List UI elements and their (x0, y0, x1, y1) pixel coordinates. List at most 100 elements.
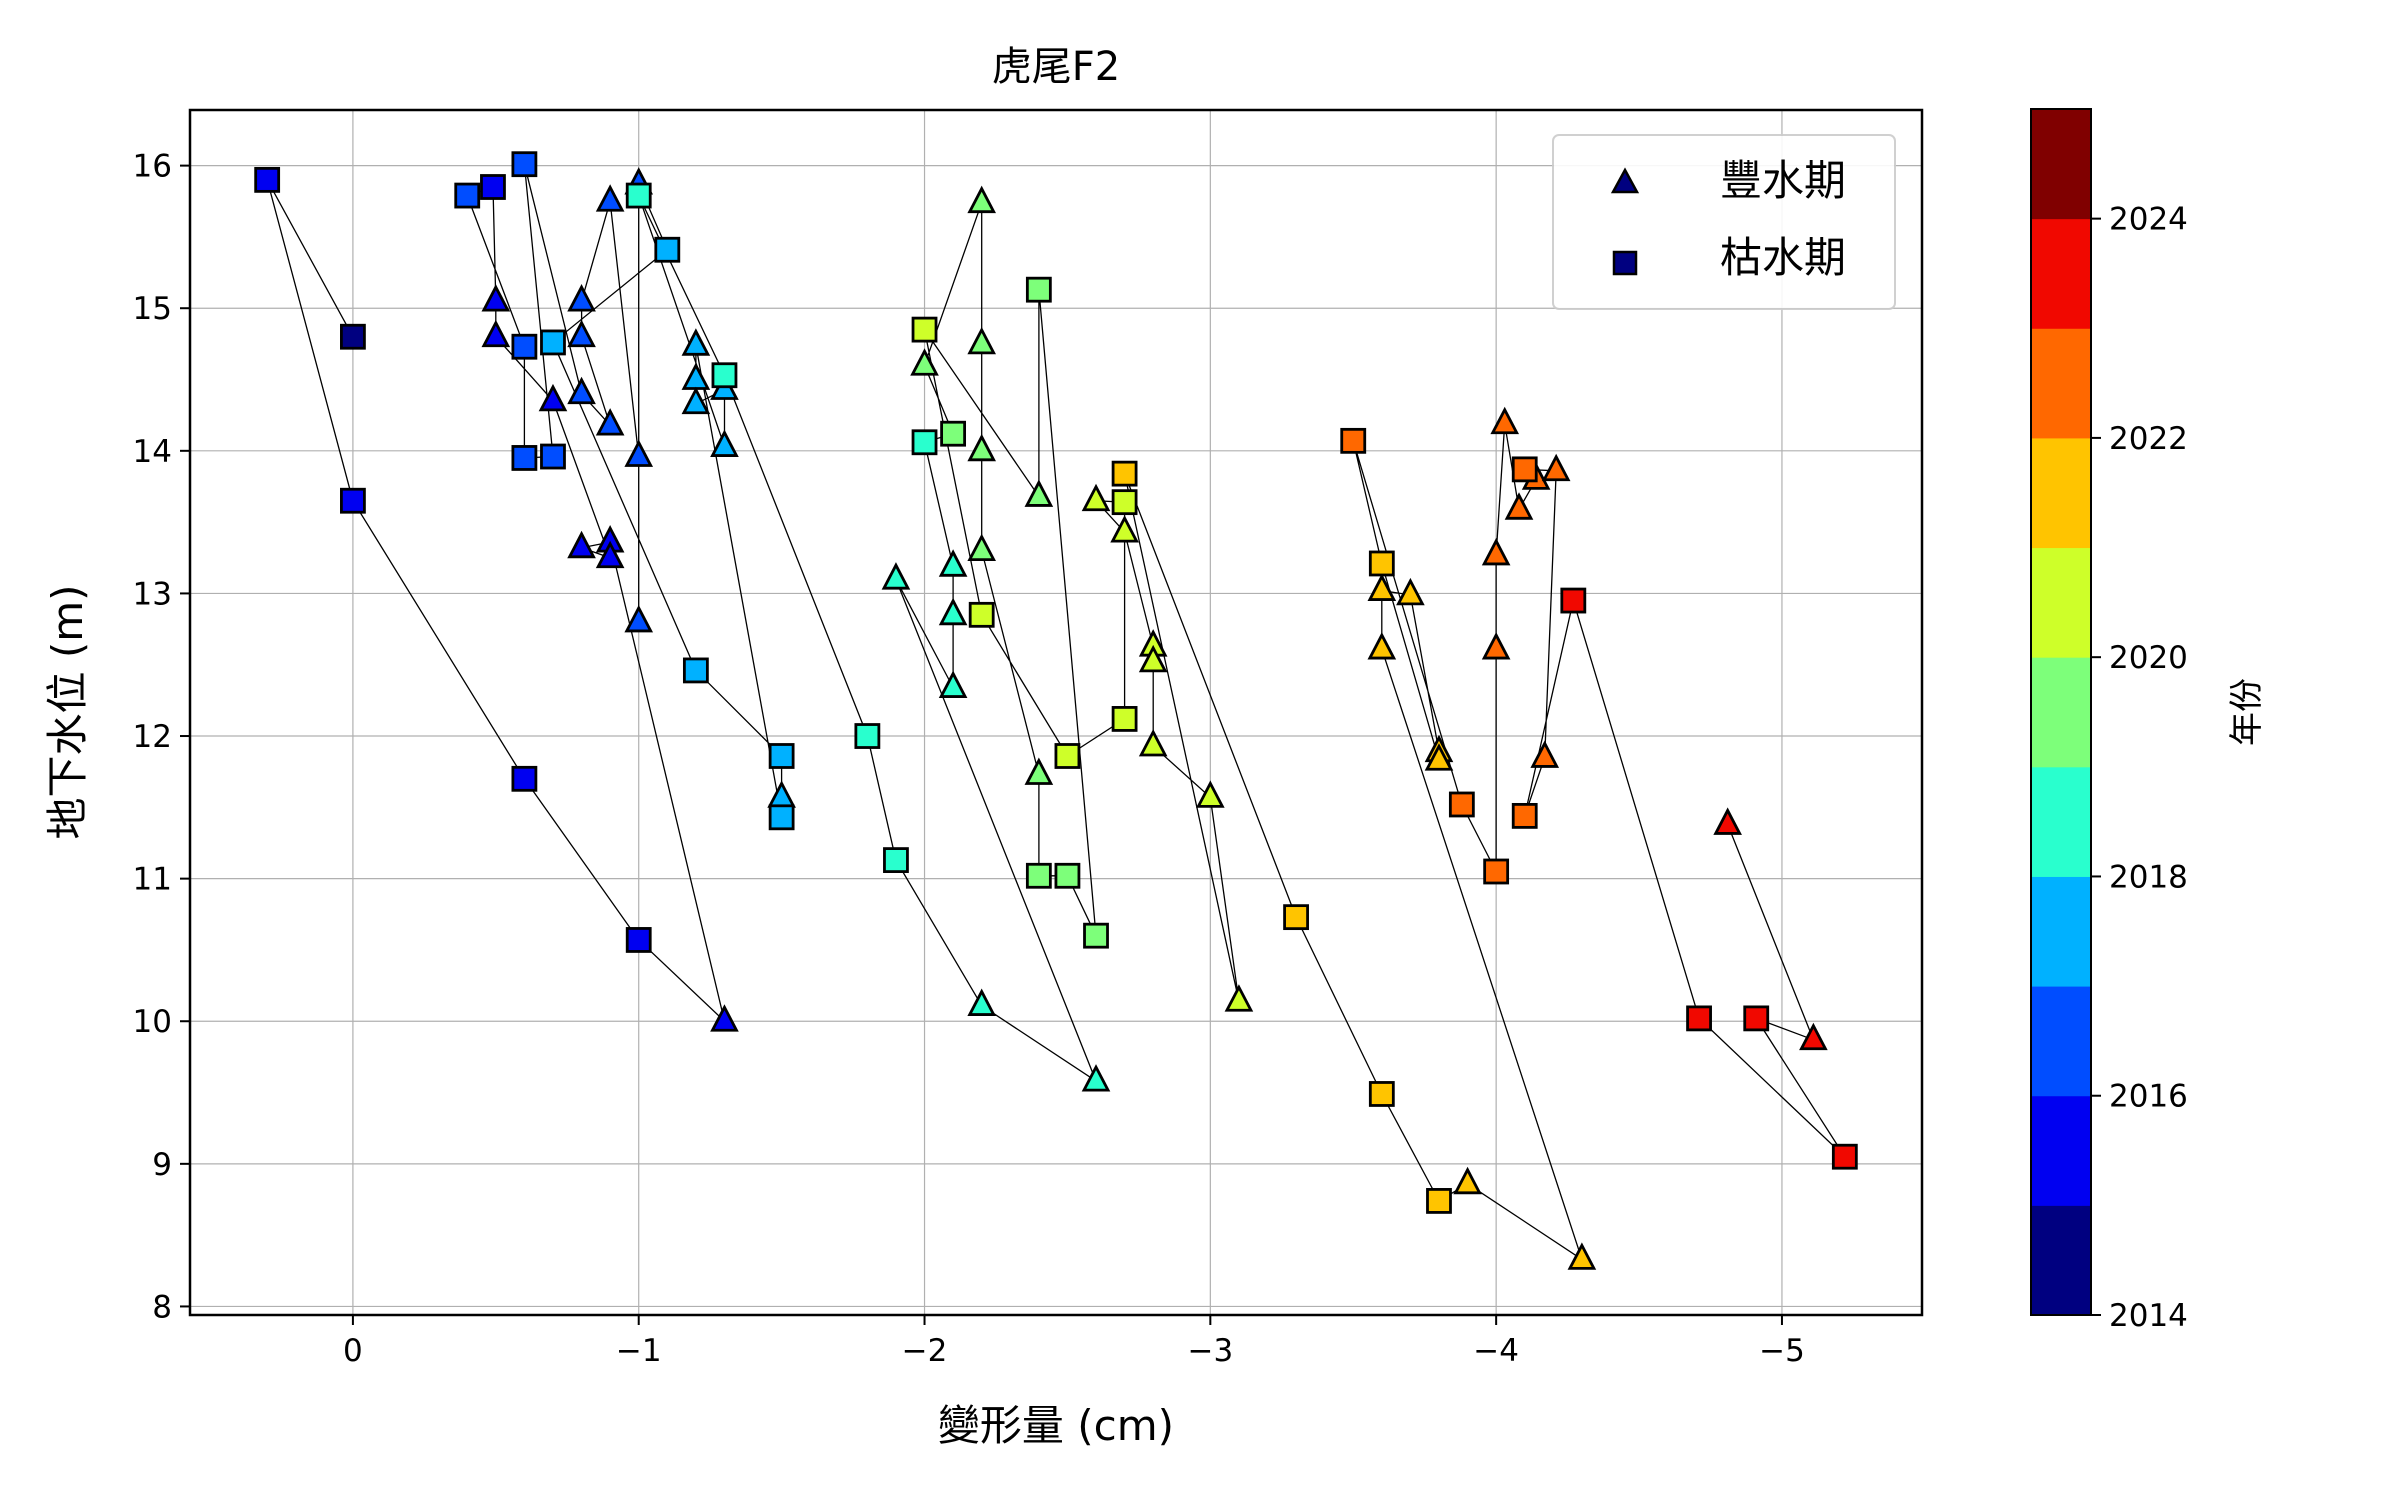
wet-season-point-2015 (567, 530, 596, 559)
legend-square-icon (1612, 250, 1638, 276)
dry-season-point-2018 (911, 429, 938, 456)
y-axis-ticks: 8 9 10 11 12 13 14 15 16 (133, 149, 190, 1325)
wet-season-point-2020 (1110, 515, 1139, 543)
y-tick-label: 15 (133, 291, 172, 327)
plot-frame (188, 108, 1924, 1317)
dry-season-point-2018 (883, 847, 909, 873)
dry-season-point-2021 (1426, 1188, 1452, 1214)
wet-season-point-2021 (1367, 573, 1397, 601)
colorbar-segment-2019 (2031, 657, 2091, 768)
y-tick-label: 12 (133, 719, 172, 755)
y-tick-label: 14 (133, 434, 172, 470)
wet-season-point-2023 (1713, 807, 1742, 835)
wet-season-point-2022 (1530, 740, 1560, 768)
colorbar-tick-label: 2018 (2109, 859, 2188, 895)
wet-season-point-2022 (1481, 632, 1511, 660)
y-tick-label: 9 (152, 1147, 172, 1183)
wet-season-point-2018 (881, 562, 911, 590)
dry-season-point-2018 (711, 362, 738, 389)
dry-season-point-2022 (1340, 427, 1367, 454)
wet-season-point-2019 (1024, 757, 1054, 785)
wet-season-point-2020 (1138, 728, 1168, 757)
wet-season-point-2020 (1138, 644, 1168, 673)
dry-season-point-2023 (1743, 1005, 1770, 1032)
wet-season-point-2020 (1081, 483, 1111, 512)
wet-season-point-2019 (967, 433, 996, 462)
dry-season-point-2016 (511, 151, 538, 178)
x-tick-label: 0 (343, 1333, 363, 1369)
dry-season-point-2014 (340, 323, 366, 350)
wet-season-point-2021 (1453, 1166, 1482, 1195)
wet-season-point-2017 (681, 362, 711, 390)
colorbar-tick-label: 2016 (2109, 1079, 2188, 1115)
colorbar-segment-2021 (2031, 437, 2091, 549)
dry-season-point-2019 (1025, 862, 1052, 889)
dry-season-point-2022 (1511, 802, 1538, 829)
wet-season-point-2015 (538, 383, 568, 412)
y-axis-label: 地下水位 (m) (43, 584, 92, 839)
dry-season-point-2015 (340, 487, 366, 514)
x-axis-label: 變形量 (cm) (938, 1401, 1174, 1450)
dry-season-point-2021 (1283, 904, 1309, 931)
wet-season-point-2016 (595, 408, 625, 436)
legend-label-wet: 豐水期 (1720, 156, 1846, 205)
dry-season-point-2021 (1368, 550, 1395, 577)
colorbar-tick-label: 2024 (2109, 202, 2188, 238)
x-tick-label: −1 (616, 1333, 662, 1369)
wet-season-point-2021 (1567, 1242, 1597, 1270)
connecting-lines (266, 164, 1846, 1261)
dry-season-point-2017 (540, 329, 566, 356)
dry-season-point-2019 (1025, 276, 1052, 303)
dry-season-point-2017 (768, 743, 795, 769)
y-tick-label: 10 (133, 1004, 172, 1040)
wet-season-point-2022 (1541, 453, 1571, 482)
wet-season-point-2017 (710, 429, 739, 457)
dry-season-point-2023 (1560, 587, 1587, 614)
x-tick-label: −4 (1473, 1333, 1519, 1369)
wet-season-point-2022 (1481, 537, 1511, 566)
colorbar-segment-2015 (2031, 1095, 2091, 1206)
wet-season-point-2016 (567, 284, 596, 312)
colorbar-segment-2018 (2031, 766, 2091, 877)
dry-season-point-2015 (511, 765, 538, 792)
wet-season-point-2017 (767, 780, 796, 808)
chart-title: 虎尾F2 (992, 44, 1120, 90)
dry-season-point-2015 (480, 174, 506, 200)
wet-season-point-2018 (1081, 1064, 1111, 1092)
dry-season-point-2018 (854, 723, 881, 749)
colorbar-segment-2014 (2031, 1205, 2091, 1316)
wet-season-point-2019 (967, 185, 996, 214)
y-tick-label: 13 (133, 576, 172, 612)
dry-season-point-2015 (625, 927, 652, 953)
wet-season-point-2018 (938, 549, 968, 577)
x-tick-label: −3 (1187, 1333, 1233, 1369)
dry-season-point-2020 (1111, 706, 1138, 732)
data-points (254, 151, 1858, 1270)
wet-season-point-2016 (595, 184, 625, 212)
dry-season-point-2016 (511, 333, 538, 360)
dry-season-point-2022 (1511, 456, 1538, 483)
colorbar-tick-label: 2020 (2109, 640, 2188, 676)
colorbar-label: 年份 (2227, 678, 2267, 746)
dry-season-point-2020 (1111, 489, 1138, 516)
y-tick-label: 16 (133, 149, 172, 185)
y-tick-label: 11 (133, 862, 172, 898)
wet-season-point-2020 (1224, 984, 1254, 1012)
wet-season-point-2018 (938, 670, 968, 698)
colorbar-segment-2016 (2031, 986, 2091, 1097)
wet-season-point-2016 (624, 604, 654, 633)
y-tick-label: 8 (152, 1289, 172, 1325)
legend: 豐水期 枯水期 (1552, 134, 1896, 310)
colorbar-frame (2030, 108, 2092, 1316)
dry-season-point-2020 (968, 601, 995, 628)
wet-season-point-2023 (1799, 1022, 1828, 1051)
legend-box (1552, 134, 1896, 310)
wet-season-point-2016 (567, 319, 596, 348)
dry-season-point-2015 (254, 166, 281, 193)
dry-season-point-2016 (540, 443, 566, 470)
dry-season-point-2021 (1111, 460, 1138, 487)
wet-season-point-2019 (967, 326, 996, 355)
dry-season-point-2023 (1686, 1005, 1712, 1032)
wet-season-point-2017 (681, 386, 711, 415)
